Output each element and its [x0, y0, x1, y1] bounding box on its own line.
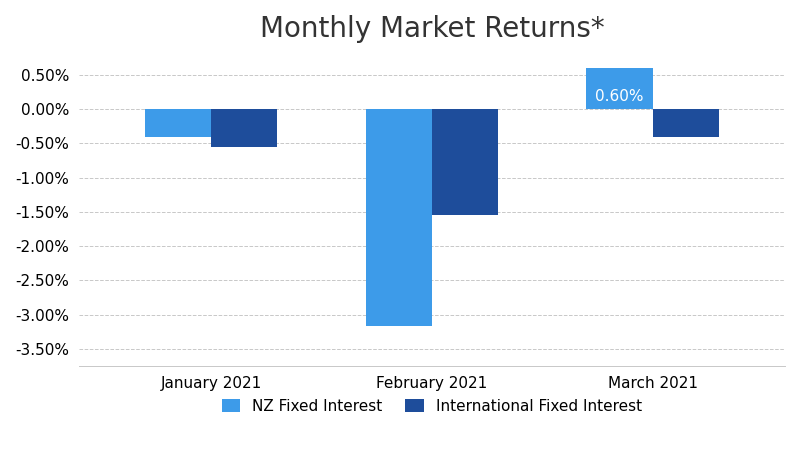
Text: -0.41%: -0.41% — [658, 92, 713, 107]
Text: -1.54%: -1.54% — [438, 86, 492, 101]
Text: -3.17%: -3.17% — [372, 77, 426, 92]
Bar — [586, 68, 653, 109]
Bar — [653, 109, 718, 137]
Legend: NZ Fixed Interest, International Fixed Interest: NZ Fixed Interest, International Fixed I… — [215, 393, 648, 420]
Text: 0.60%: 0.60% — [595, 89, 644, 104]
Bar — [211, 109, 278, 147]
Bar — [432, 109, 498, 215]
Bar — [145, 109, 211, 137]
Text: -0.41%: -0.41% — [151, 92, 205, 107]
Text: -0.55%: -0.55% — [218, 91, 271, 106]
Title: Monthly Market Returns*: Monthly Market Returns* — [259, 15, 604, 43]
Bar — [366, 109, 432, 326]
